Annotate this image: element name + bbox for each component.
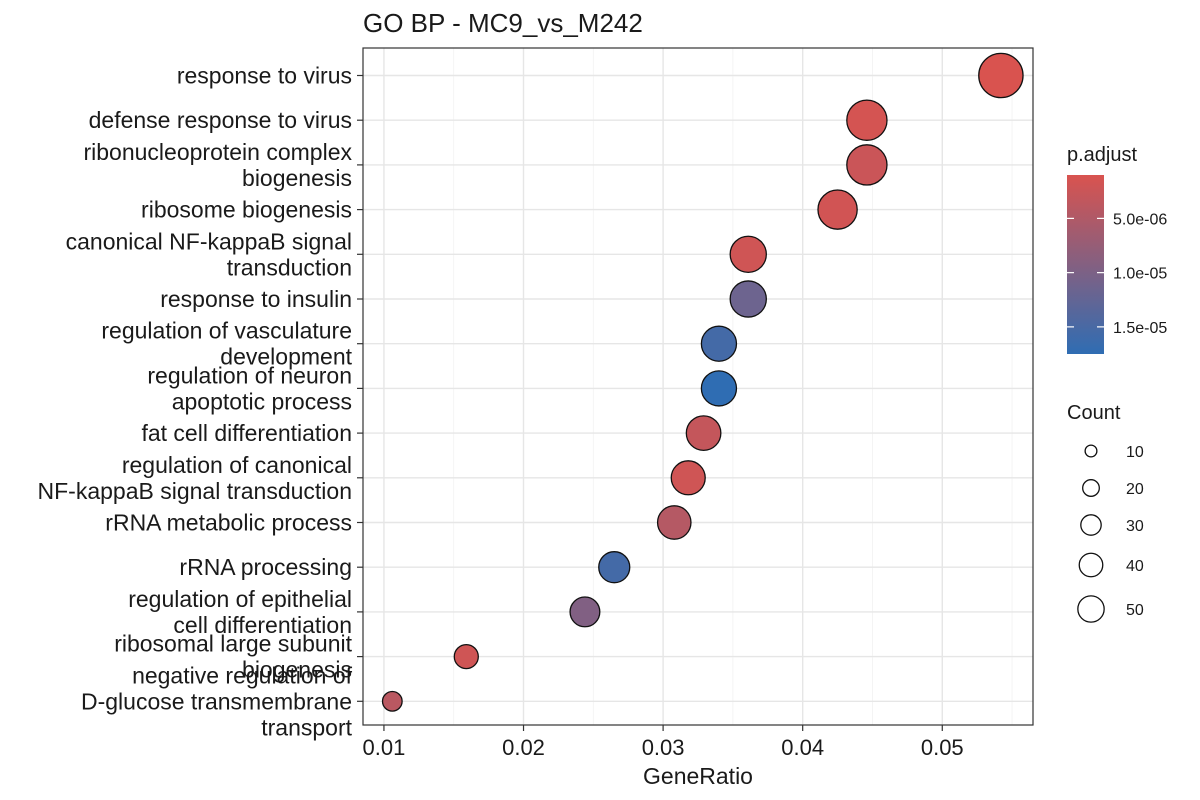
y-tick-label: ribosomal large subunit biogenesis: [114, 631, 352, 683]
data-points: [381, 52, 1024, 712]
y-tick-label: fat cell differentiation: [141, 420, 352, 446]
size-legend-circle: [1082, 479, 1100, 497]
data-point: [700, 370, 738, 407]
x-tick-label: 0.03: [642, 735, 685, 760]
data-point: [381, 690, 403, 712]
size-legend-label: 40: [1126, 558, 1144, 575]
x-tick-label: 0.05: [921, 735, 964, 760]
data-point: [685, 415, 722, 452]
data-point: [846, 144, 888, 186]
x-tick-label: 0.01: [363, 735, 406, 760]
data-point: [656, 505, 692, 540]
chart-title: GO BP - MC9_vs_M242: [363, 8, 643, 38]
size-legend-label: 10: [1126, 444, 1144, 461]
data-point: [817, 189, 858, 230]
color-legend-title: p.adjust: [1067, 144, 1137, 166]
size-legend-items: 10 20 30 40 50: [1077, 444, 1144, 623]
y-tick-label: negative regulation of D-glucose transmem…: [81, 662, 353, 740]
data-point: [598, 551, 631, 584]
y-tick-label: canonical NF-kappaB signal transduction: [66, 228, 352, 280]
x-tick-label: 0.04: [781, 735, 824, 760]
size-legend-circle: [1080, 514, 1102, 536]
data-point: [569, 596, 601, 628]
size-legend-label: 50: [1126, 602, 1144, 619]
y-tick-label: ribosome biogenesis: [141, 197, 352, 223]
color-legend-tick-label: 1.0e-05: [1113, 266, 1167, 283]
color-legend-tick-label: 1.5e-05: [1113, 320, 1167, 337]
y-tick-label: regulation of vasculature development: [101, 318, 352, 370]
color-legend-ticks: 5.0e-06 1.0e-05 1.5e-05: [1067, 211, 1167, 337]
data-point: [700, 325, 738, 362]
plot-border: [362, 47, 1034, 726]
y-tick-label: response to virus: [177, 63, 352, 89]
size-legend: Count 10 20 30 40 50: [1067, 402, 1144, 623]
x-axis-title: GeneRatio: [643, 763, 753, 789]
size-legend-label: 30: [1126, 518, 1144, 535]
y-tick-label: regulation of neuron apoptotic process: [147, 362, 352, 414]
data-point: [978, 52, 1024, 99]
size-legend-circle: [1077, 595, 1105, 623]
x-tick-label: 0.02: [502, 735, 545, 760]
x-axis: 0.01 0.02 0.03 0.04 0.05: [363, 725, 964, 760]
data-point: [846, 99, 888, 141]
color-legend: p.adjust 5.0e-06 1.0e-05 1.5e-05: [1067, 144, 1167, 354]
data-point: [729, 235, 767, 274]
color-legend-bar: [1067, 175, 1104, 354]
y-tick-label: rRNA metabolic process: [105, 510, 352, 536]
y-tick-label: regulation of canonical NF-kappaB signal …: [38, 452, 353, 504]
y-tick-label: response to insulin: [160, 286, 352, 312]
size-legend-circle: [1084, 444, 1098, 458]
data-point: [453, 643, 479, 670]
y-tick-label: rRNA processing: [179, 554, 352, 580]
data-point: [670, 460, 706, 496]
size-legend-circle: [1078, 552, 1104, 578]
y-tick-label: ribonucleoprotein complex biogenesis: [84, 139, 353, 191]
grid-lines: [363, 48, 1033, 725]
y-axis: response to virus defense response to vir…: [38, 63, 363, 740]
size-legend-title: Count: [1067, 402, 1121, 424]
data-point: [729, 280, 767, 318]
color-legend-tick-label: 5.0e-06: [1113, 211, 1167, 228]
y-tick-label: defense response to virus: [89, 107, 352, 133]
size-legend-label: 20: [1126, 481, 1144, 498]
plot-panel: [363, 48, 1033, 725]
y-tick-label: regulation of epithelial cell differentia…: [128, 586, 352, 638]
